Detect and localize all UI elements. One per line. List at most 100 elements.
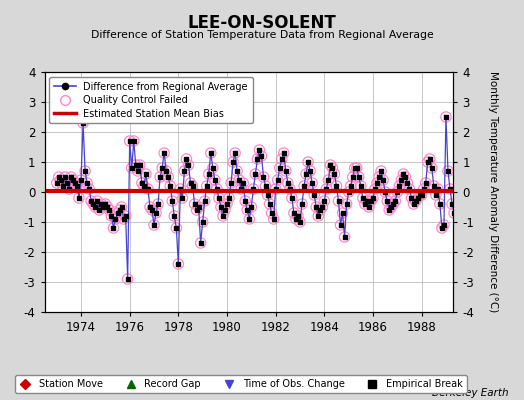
Point (103, 204, 112, 210)
Point (190, 201, 199, 207)
Point (435, 201, 444, 207)
Point (428, 165, 436, 171)
Point (253, 156, 261, 162)
Point (255, 147, 264, 153)
Point (249, 186, 258, 192)
Point (201, 198, 209, 204)
Point (79, 120, 88, 126)
Point (442, 114, 450, 120)
Point (371, 186, 379, 192)
Point (341, 234, 349, 240)
Point (144, 186, 152, 192)
Point (107, 213, 116, 219)
Point (219, 213, 227, 219)
Point (188, 183, 196, 189)
Point (180, 168, 189, 174)
Point (206, 150, 215, 156)
Point (168, 198, 177, 204)
Point (213, 186, 221, 192)
Point (387, 204, 396, 210)
Point (160, 150, 168, 156)
Point (409, 201, 418, 207)
Point (215, 195, 223, 201)
Point (353, 165, 361, 171)
Point (389, 201, 397, 207)
Point (328, 165, 336, 171)
Point (261, 183, 270, 189)
Point (101, 201, 110, 207)
Point (318, 204, 326, 210)
Point (187, 180, 195, 186)
Point (271, 186, 280, 192)
Point (140, 183, 148, 189)
Point (418, 192, 426, 198)
Point (341, 234, 349, 240)
Point (442, 114, 450, 120)
Point (215, 195, 223, 201)
Point (239, 180, 247, 186)
Point (444, 168, 452, 174)
Point (290, 210, 298, 216)
Point (322, 186, 331, 192)
Point (188, 183, 196, 189)
Point (111, 216, 119, 222)
Point (95, 207, 103, 213)
Point (448, 201, 456, 207)
Point (126, 138, 134, 144)
Point (385, 207, 394, 213)
Point (129, 138, 138, 144)
Point (156, 174, 165, 180)
Point (103, 204, 112, 210)
Point (358, 195, 367, 201)
Point (357, 183, 365, 189)
Point (375, 174, 383, 180)
Point (87, 198, 95, 204)
Point (97, 201, 105, 207)
Point (75, 195, 83, 201)
Point (286, 186, 294, 192)
Point (416, 192, 424, 198)
Point (367, 198, 375, 204)
Point (199, 219, 207, 225)
Point (271, 186, 280, 192)
Point (247, 204, 256, 210)
Point (247, 204, 256, 210)
Point (290, 210, 298, 216)
Point (201, 198, 209, 204)
Point (209, 165, 217, 171)
Point (217, 204, 225, 210)
Point (164, 174, 172, 180)
Point (446, 186, 454, 192)
Point (342, 201, 351, 207)
Point (105, 207, 114, 213)
Point (57, 177, 65, 183)
Point (203, 183, 211, 189)
Point (52, 180, 61, 186)
Point (283, 180, 292, 186)
Point (298, 201, 306, 207)
Point (213, 186, 221, 192)
Point (413, 195, 422, 201)
Point (231, 150, 239, 156)
Text: LEE-ON-SOLENT: LEE-ON-SOLENT (188, 14, 336, 32)
Point (119, 216, 128, 222)
Point (57, 177, 65, 183)
Point (434, 186, 442, 192)
Point (257, 153, 266, 159)
Point (231, 150, 239, 156)
Point (385, 207, 394, 213)
Point (71, 180, 79, 186)
Point (314, 213, 322, 219)
Point (438, 225, 446, 231)
Point (401, 174, 410, 180)
Point (235, 177, 243, 183)
Point (306, 168, 314, 174)
Point (405, 186, 413, 192)
Point (446, 186, 454, 192)
Point (166, 183, 174, 189)
Point (150, 222, 158, 228)
Point (146, 204, 154, 210)
Point (89, 201, 97, 207)
Point (312, 204, 320, 210)
Point (438, 225, 446, 231)
